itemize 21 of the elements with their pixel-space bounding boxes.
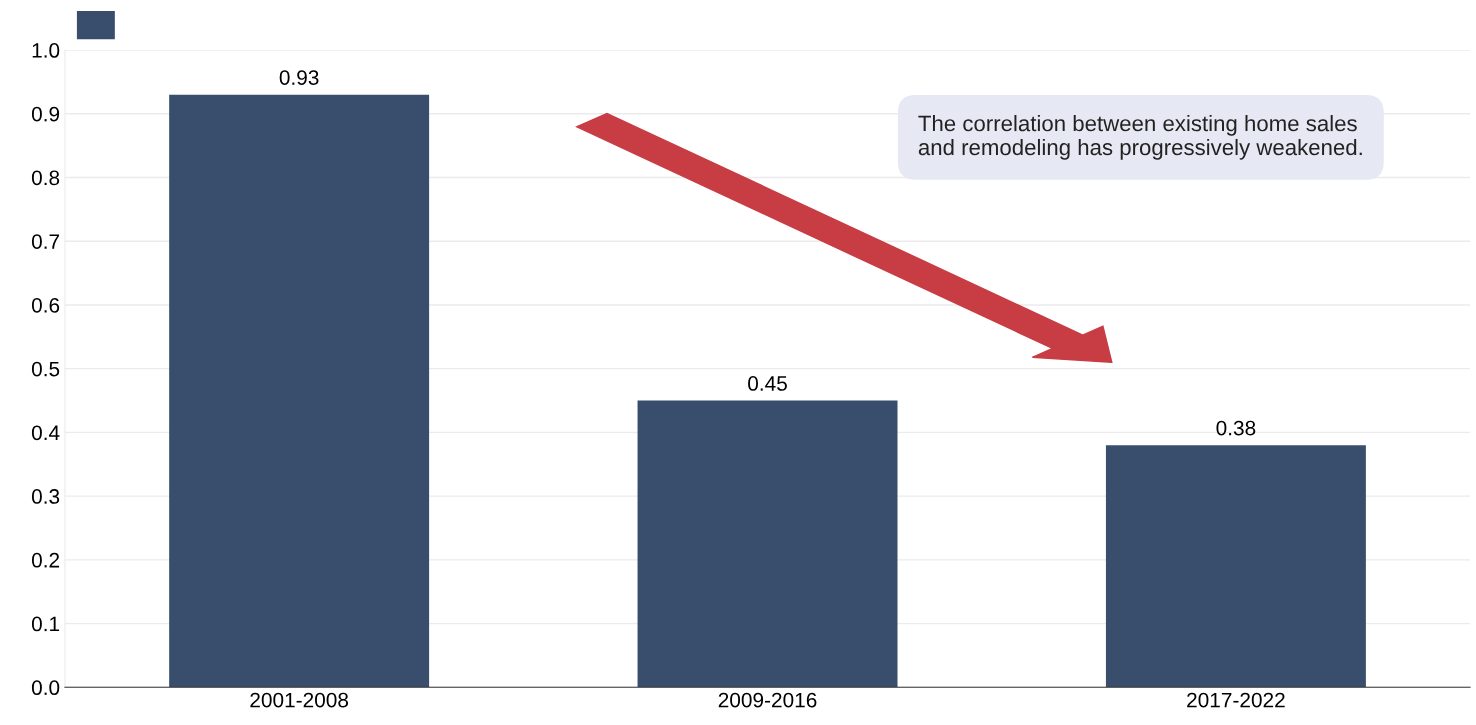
bar xyxy=(1105,445,1366,688)
data-label: 0.93 xyxy=(279,70,319,85)
y-tick-label: 0.2 xyxy=(31,552,60,568)
y-tick-label: 0.0 xyxy=(31,680,60,696)
annotation: The correlation between existing home sales and remodeling has progressively weakened. xyxy=(918,115,1362,160)
data-label: 0.45 xyxy=(748,376,787,391)
bar xyxy=(637,400,898,688)
x-tick-label: 2009-2016 xyxy=(718,692,817,708)
y-tick-label: 0.1 xyxy=(31,616,60,632)
y-tick-label: 0.9 xyxy=(31,106,60,122)
y-tick-label: 1.0 xyxy=(32,43,60,58)
y-tick-label: 0.4 xyxy=(31,425,60,441)
y-tick-label: 0.7 xyxy=(31,234,60,249)
x-tick-label: 2001-2008 xyxy=(250,692,349,708)
y-tick-label: 0.8 xyxy=(31,170,60,186)
data-label: 0.38 xyxy=(1216,420,1256,436)
y-tick-label: 0.6 xyxy=(31,297,60,313)
bar xyxy=(169,94,430,688)
x-tick-label: 2017-2022 xyxy=(1187,692,1285,708)
y-tick-label: 0.3 xyxy=(31,489,60,504)
y-tick-label: 0.5 xyxy=(31,361,60,377)
